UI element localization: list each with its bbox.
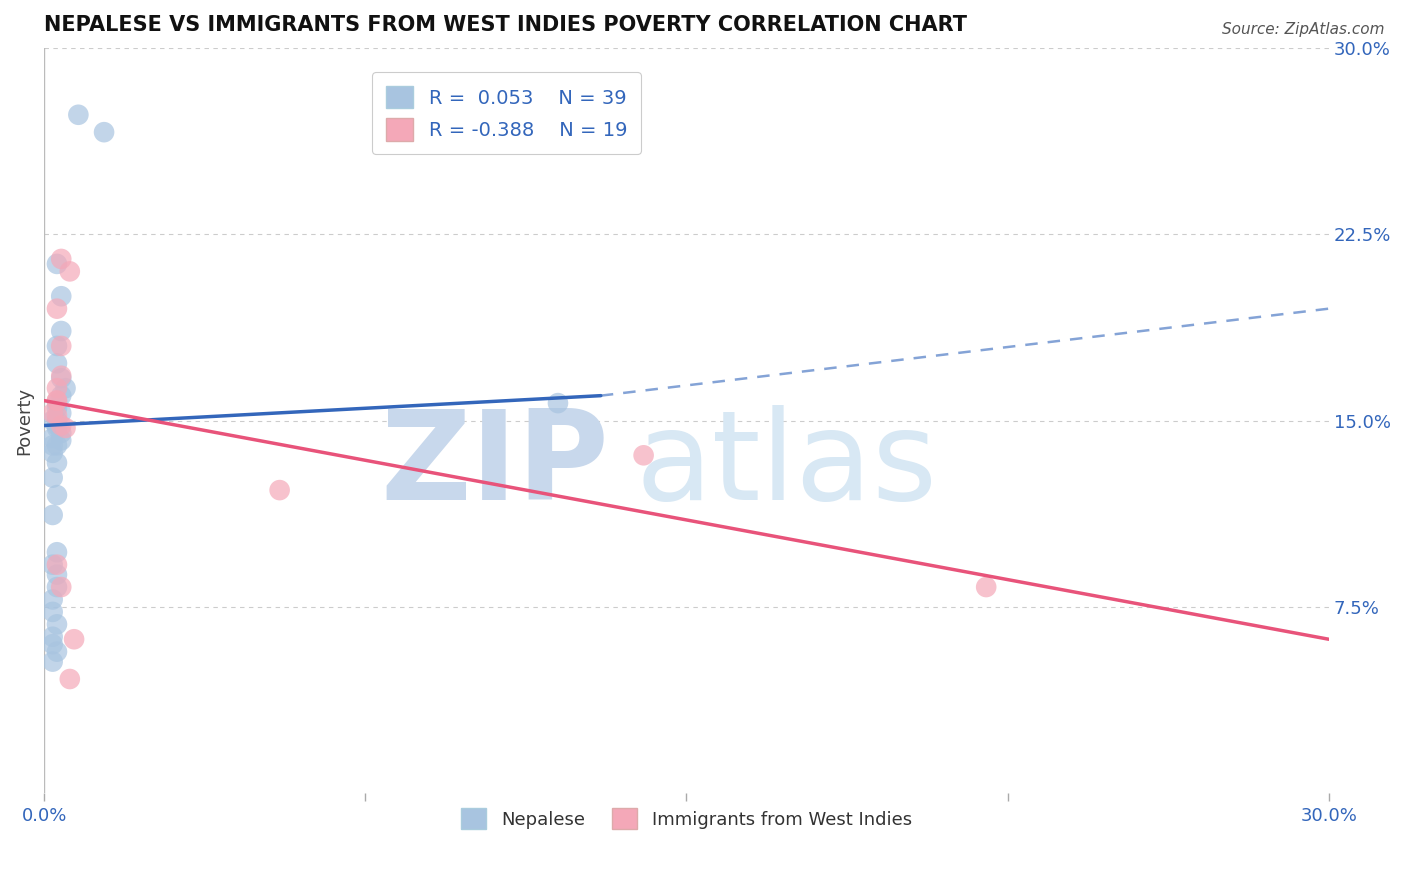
- Point: [46, 421, 69, 435]
- Point: [41, 446, 63, 460]
- Point: [63, 632, 86, 647]
- Text: Source: ZipAtlas.com: Source: ZipAtlas.com: [1222, 22, 1385, 37]
- Point: [41, 592, 63, 607]
- Point: [46, 396, 69, 410]
- Text: NEPALESE VS IMMIGRANTS FROM WEST INDIES POVERTY CORRELATION CHART: NEPALESE VS IMMIGRANTS FROM WEST INDIES …: [44, 15, 967, 35]
- Point: [41, 438, 63, 452]
- Point: [46, 617, 69, 632]
- Point: [41, 413, 63, 427]
- Point: [46, 409, 69, 423]
- Point: [41, 558, 63, 572]
- Point: [633, 448, 655, 462]
- Point: [51, 425, 73, 440]
- Point: [46, 301, 69, 316]
- Point: [46, 456, 69, 470]
- Point: [55, 421, 77, 435]
- Point: [46, 393, 69, 408]
- Point: [67, 108, 90, 122]
- Point: [41, 605, 63, 619]
- Point: [41, 471, 63, 485]
- Point: [41, 637, 63, 651]
- Point: [41, 431, 63, 445]
- Point: [46, 580, 69, 594]
- Point: [51, 371, 73, 385]
- Point: [59, 264, 82, 278]
- Point: [51, 289, 73, 303]
- Point: [46, 545, 69, 559]
- Point: [46, 413, 69, 427]
- Point: [93, 125, 115, 139]
- Point: [46, 488, 69, 502]
- Point: [46, 567, 69, 582]
- Point: [41, 508, 63, 522]
- Point: [46, 393, 69, 408]
- Y-axis label: Poverty: Poverty: [15, 386, 32, 455]
- Point: [51, 339, 73, 353]
- Point: [46, 356, 69, 370]
- Point: [46, 558, 69, 572]
- Legend: Nepalese, Immigrants from West Indies: Nepalese, Immigrants from West Indies: [454, 801, 920, 837]
- Point: [51, 580, 73, 594]
- Point: [46, 381, 69, 395]
- Point: [51, 389, 73, 403]
- Point: [41, 630, 63, 644]
- Point: [51, 406, 73, 420]
- Point: [46, 438, 69, 452]
- Point: [51, 418, 73, 433]
- Point: [46, 645, 69, 659]
- Point: [51, 434, 73, 448]
- Point: [59, 672, 82, 686]
- Point: [547, 396, 569, 410]
- Point: [46, 257, 69, 271]
- Text: ZIP: ZIP: [381, 405, 609, 525]
- Point: [55, 381, 77, 395]
- Point: [41, 406, 63, 420]
- Point: [51, 368, 73, 383]
- Point: [51, 324, 73, 338]
- Point: [269, 483, 291, 497]
- Point: [46, 418, 69, 433]
- Text: atlas: atlas: [636, 405, 938, 525]
- Point: [46, 401, 69, 415]
- Point: [974, 580, 997, 594]
- Point: [46, 339, 69, 353]
- Point: [41, 655, 63, 669]
- Point: [51, 252, 73, 266]
